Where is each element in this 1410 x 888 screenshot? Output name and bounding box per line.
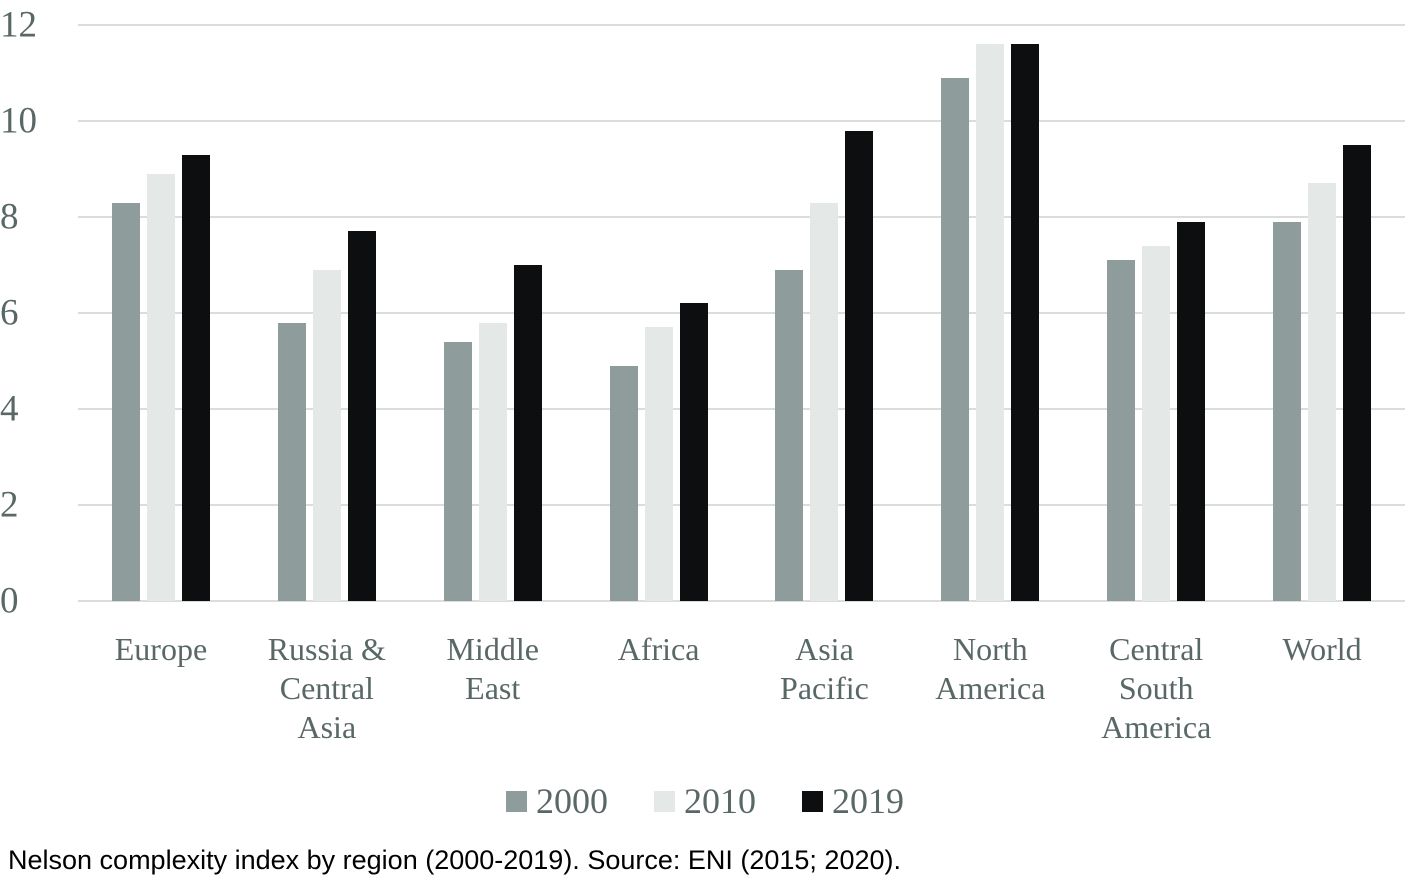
x-category-label-7: Central South America — [1101, 631, 1212, 745]
x-category-label-8: World — [1282, 631, 1362, 667]
x-category-label-2: Russia & Central Asia — [267, 631, 386, 745]
figure-caption: Nelson complexity index by region (2000-… — [8, 845, 901, 875]
bar-2000 — [443, 341, 472, 601]
bar-2019 — [679, 303, 708, 601]
x-category-label-1: Europe — [114, 631, 208, 667]
bar-group-8 — [1239, 25, 1405, 601]
legend-label: 2000 — [536, 781, 608, 821]
legend-label: 2019 — [832, 781, 904, 821]
x-axis-labels: Europe Russia & Central Asia Middle East Af… — [78, 630, 1405, 747]
legend-item-2010: 2010 — [654, 783, 756, 819]
bar-2010 — [312, 269, 341, 601]
gridline-y-12 — [78, 24, 1405, 26]
y-tick-label-2: 2 — [0, 484, 19, 526]
bar-2019 — [1011, 44, 1040, 601]
bar-2010 — [810, 202, 839, 601]
bar-2010 — [1308, 183, 1337, 601]
bar-2019 — [1177, 221, 1206, 601]
legend-label: 2010 — [684, 781, 756, 821]
bar-2010 — [478, 322, 507, 601]
y-tick-label-10: 10 — [0, 100, 37, 142]
y-tick-label-8: 8 — [0, 196, 19, 238]
gridline-y-2 — [78, 504, 1405, 506]
y-tick-label-4: 4 — [0, 388, 19, 430]
bar-2019 — [845, 130, 874, 601]
y-tick-label-6: 6 — [0, 292, 19, 334]
bar-2000 — [941, 77, 970, 601]
gridline-y-4 — [78, 408, 1405, 410]
bar-2010 — [644, 327, 673, 601]
bar-2019 — [513, 265, 542, 601]
bar-2010 — [976, 44, 1005, 601]
bar-group-1 — [78, 25, 244, 601]
bar-group-3 — [410, 25, 576, 601]
legend-swatch-icon — [654, 790, 675, 812]
bar-2019 — [181, 154, 210, 601]
bar-2010 — [146, 173, 175, 601]
bar-2000 — [1273, 221, 1302, 601]
x-category-label-6: North America — [935, 631, 1046, 706]
bar-2000 — [1107, 260, 1136, 601]
bar-2000 — [609, 365, 638, 601]
bar-group-5 — [742, 25, 908, 601]
x-category-label-3: Middle East — [446, 631, 539, 706]
bar-2000 — [277, 322, 306, 601]
gridline-y-6 — [78, 312, 1405, 314]
legend-swatch-icon — [802, 790, 823, 812]
plot-area — [78, 24, 1405, 602]
x-category-label-5: Asia Pacific — [780, 631, 869, 706]
y-tick-label-12: 12 — [0, 4, 37, 46]
legend-item-2019: 2019 — [802, 783, 904, 819]
bar-2019 — [347, 231, 376, 601]
gridline-y-0 — [78, 600, 1405, 602]
bar-2000 — [111, 202, 140, 601]
gridline-y-10 — [78, 120, 1405, 122]
bar-2000 — [775, 269, 804, 601]
legend: 2000 2010 2019 — [0, 783, 1410, 819]
legend-item-2000: 2000 — [506, 783, 608, 819]
bar-group-2 — [244, 25, 410, 601]
bar-group-6 — [907, 25, 1073, 601]
bar-2010 — [1142, 245, 1171, 601]
y-tick-label-0: 0 — [0, 580, 19, 622]
x-category-label-4: Africa — [617, 631, 700, 667]
gridline-y-8 — [78, 216, 1405, 218]
legend-swatch-icon — [506, 790, 527, 812]
bar-2019 — [1343, 145, 1372, 601]
bar-group-4 — [576, 25, 742, 601]
bar-groups — [78, 25, 1405, 601]
bar-group-7 — [1073, 25, 1239, 601]
